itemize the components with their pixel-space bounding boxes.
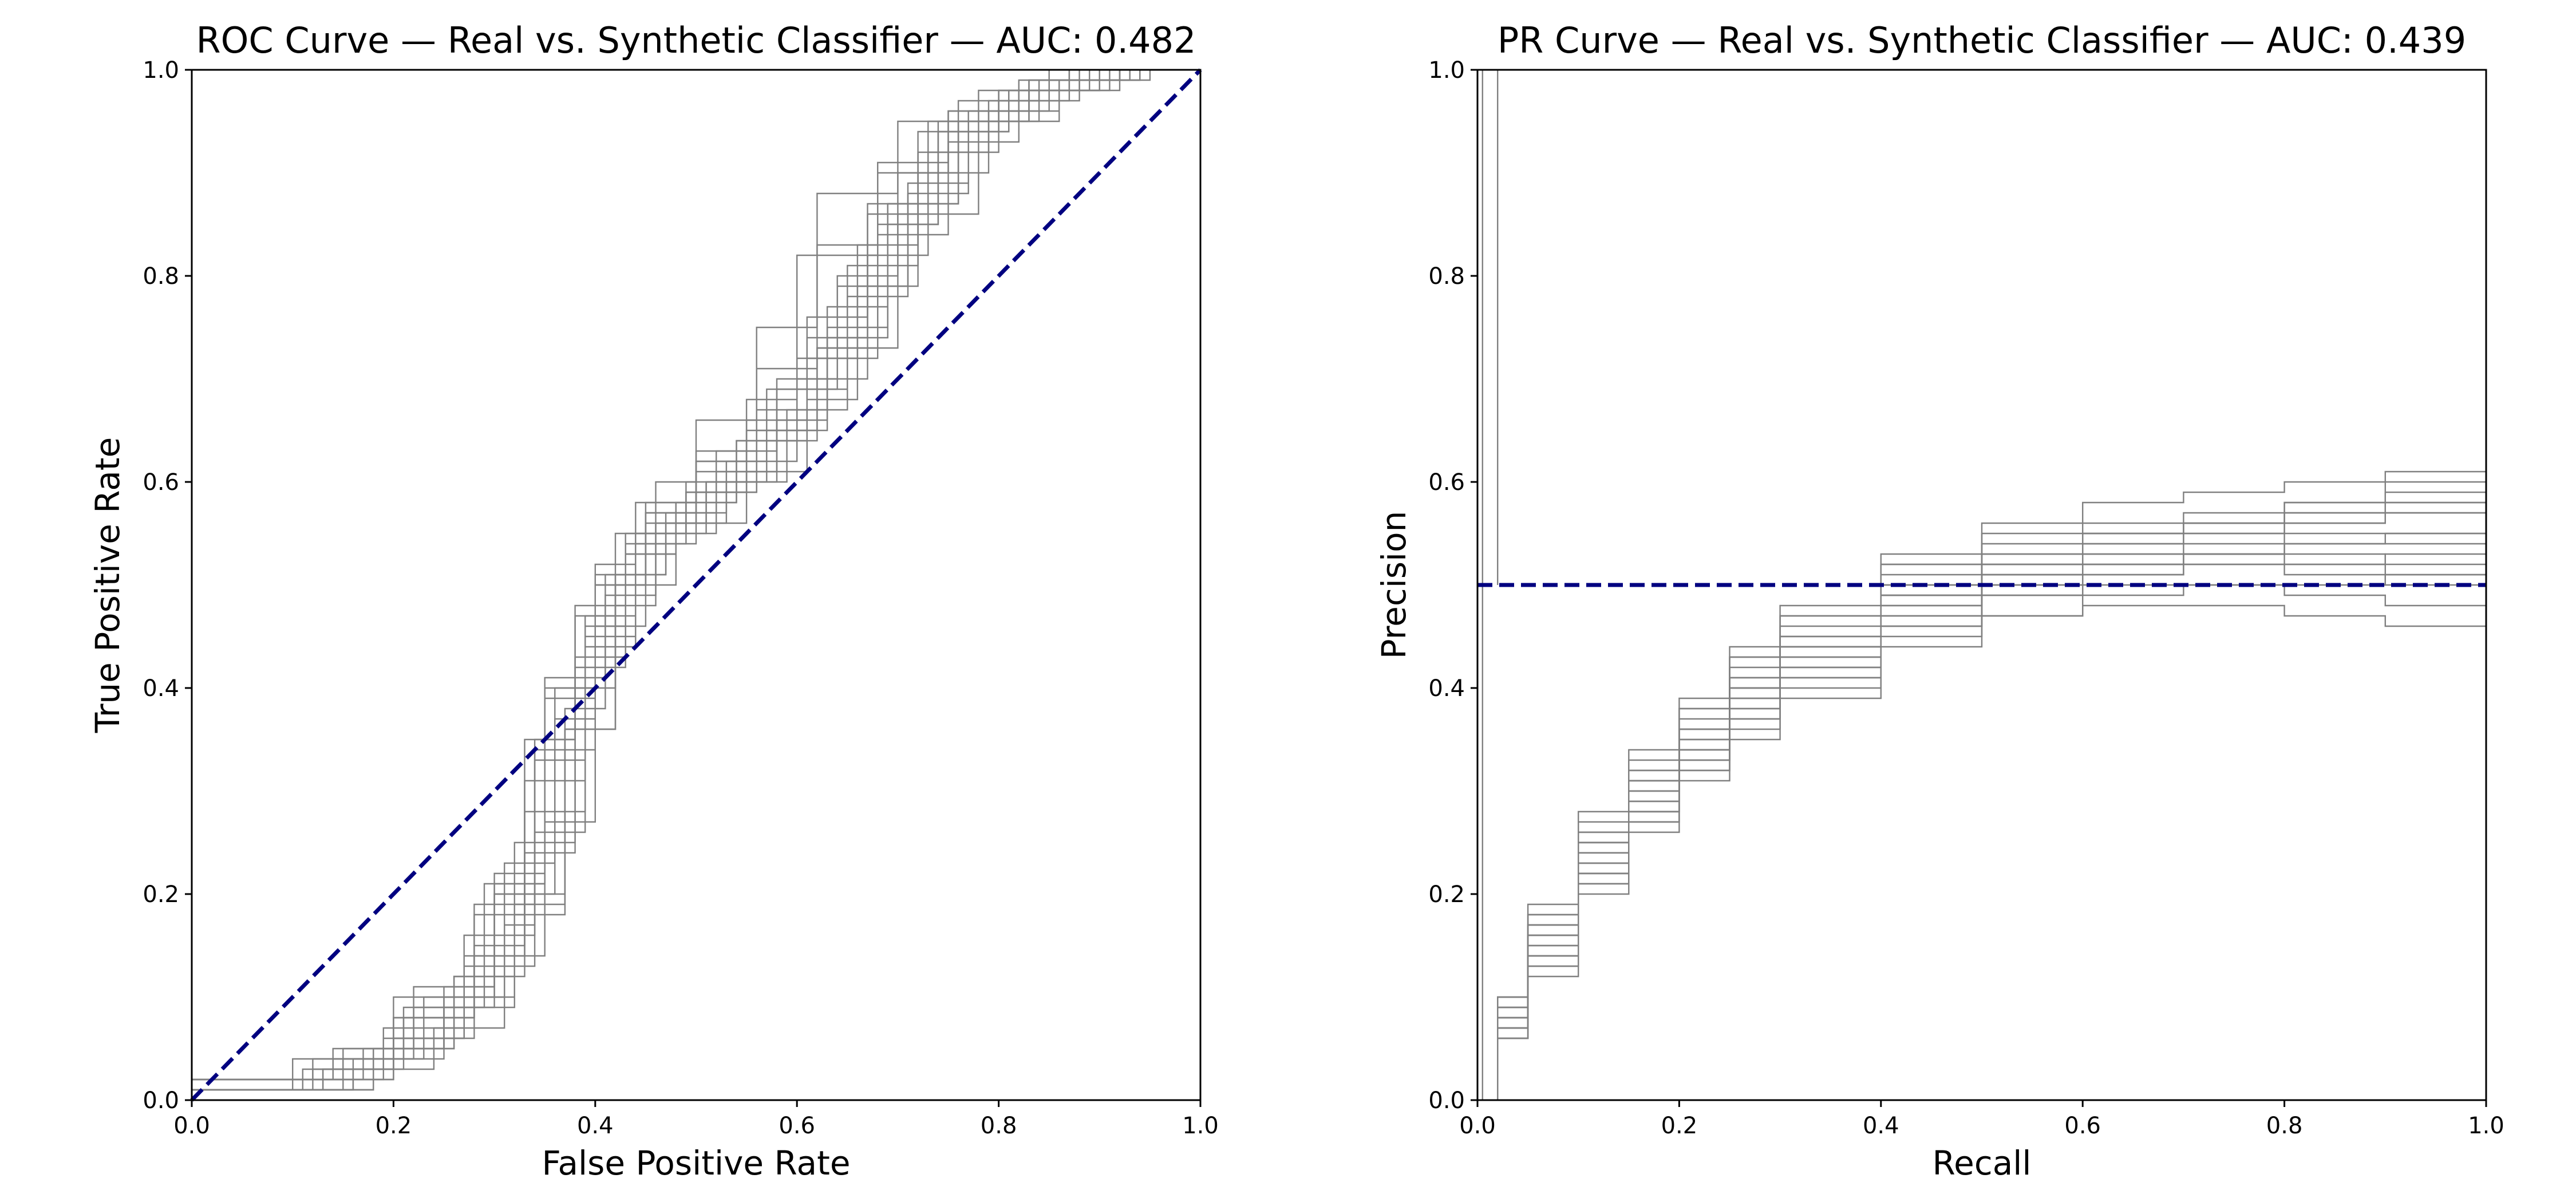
pr-y-tick-label-0: 0.0: [1428, 1088, 1465, 1114]
pr-x-tick-label-3: 0.6: [2064, 1113, 2101, 1139]
roc-y-axis-label: True Positive Rate: [88, 437, 127, 734]
pr-x-tick-label-4: 0.8: [2266, 1113, 2303, 1139]
roc-x-axis-ticks: 0.0 0.2 0.4 0.6 0.8 1.0: [173, 1100, 1219, 1139]
roc-x-tick-label-3: 0.6: [779, 1113, 815, 1139]
roc-title: ROC Curve — Real vs. Synthetic Classifie…: [196, 19, 1196, 61]
roc-curves: [191, 69, 1200, 1100]
roc-x-tick-label-4: 0.8: [981, 1113, 1017, 1139]
pr-title: PR Curve — Real vs. Synthetic Classifier…: [1498, 19, 2466, 61]
pr-x-tick-label-1: 0.2: [1661, 1113, 1698, 1139]
pr-x-axis-label: Recall: [1932, 1144, 2031, 1183]
roc-run-curve-16: [191, 69, 1200, 1100]
pr-x-tick-label-2: 0.4: [1863, 1113, 1899, 1139]
pr-y-axis-ticks: 0.0 0.2 0.4 0.6 0.8 1.0: [1428, 57, 1477, 1114]
pr-y-tick-label-1: 0.2: [1428, 881, 1465, 908]
pr-run-curve-8: [1477, 461, 2487, 1101]
roc-y-tick-label-3: 0.6: [143, 469, 179, 496]
roc-y-tick-label-0: 0.0: [143, 1088, 179, 1114]
pr-run-curve-18: [1477, 563, 2487, 1101]
roc-run-curve-18: [191, 69, 1200, 1100]
pr-x-tick-label-5: 1.0: [2468, 1113, 2504, 1139]
pr-run-curve-16: [1477, 482, 2487, 1101]
pr-y-tick-label-3: 0.6: [1428, 469, 1465, 496]
pr-plot-frame: [1476, 69, 2487, 1101]
roc-y-tick-label-1: 0.2: [143, 881, 179, 908]
roc-plot-frame: [191, 69, 1202, 1101]
roc-x-tick-label-1: 0.2: [376, 1113, 412, 1139]
pr-curves: [1477, 69, 2487, 1101]
pr-x-tick-label-0: 0.0: [1459, 1113, 1496, 1139]
roc-x-axis-label: False Positive Rate: [542, 1144, 850, 1183]
pr-y-tick-label-4: 0.8: [1428, 263, 1465, 290]
roc-y-axis-ticks: 0.0 0.2 0.4 0.6 0.8 1.0: [143, 57, 192, 1114]
pr-panel: PR Curve — Real vs. Synthetic Classifier…: [1374, 19, 2504, 1183]
roc-y-tick-label-2: 0.4: [143, 675, 179, 702]
roc-x-tick-label-5: 1.0: [1182, 1113, 1219, 1139]
pr-y-axis-label: Precision: [1374, 511, 1413, 659]
roc-panel: ROC Curve — Real vs. Synthetic Classifie…: [88, 19, 1219, 1183]
roc-x-tick-label-2: 0.4: [577, 1113, 614, 1139]
roc-y-tick-label-5: 1.0: [143, 57, 179, 84]
roc-y-tick-label-4: 0.8: [143, 263, 179, 290]
roc-x-tick-label-0: 0.0: [173, 1113, 210, 1139]
roc-chance-line: [190, 68, 1202, 1102]
pr-y-tick-label-5: 1.0: [1428, 57, 1465, 84]
pr-x-axis-ticks: 0.0 0.2 0.4 0.6 0.8 1.0: [1459, 1100, 2504, 1139]
pr-run-curve-11: [1477, 574, 2486, 1101]
pr-y-tick-label-2: 0.4: [1428, 675, 1465, 702]
